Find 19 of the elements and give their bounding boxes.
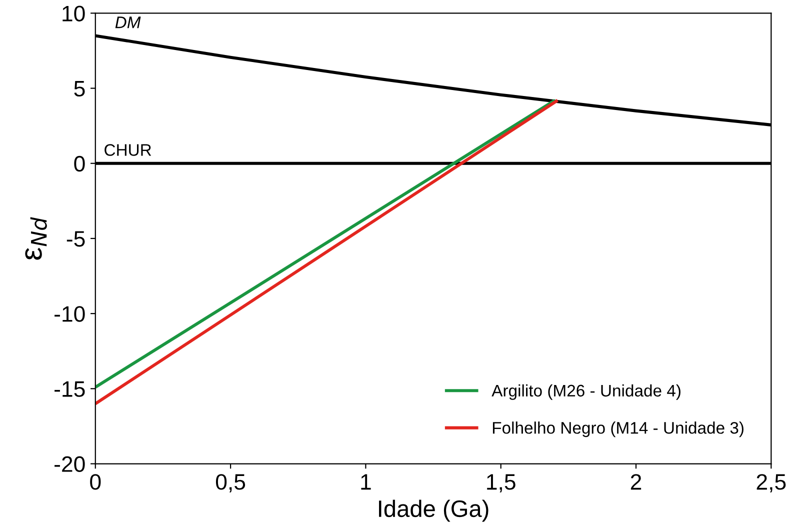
x-axis-title: Idade (Ga) xyxy=(379,500,488,522)
y-tick-label: -15 xyxy=(54,381,85,397)
y-tick-label: 5 xyxy=(74,81,85,97)
y-tick-label: -20 xyxy=(54,456,85,472)
y-tick-label: 10 xyxy=(62,6,85,22)
legend-label: Folhelho Negro (M14 - Unidade 3) xyxy=(492,422,744,438)
annotation: CHUR xyxy=(104,144,152,156)
y-axis-title: ε$_{Nd}$ xyxy=(25,217,47,260)
x-tick-label: 1,5 xyxy=(487,474,516,492)
x-tick-label: 2 xyxy=(630,474,642,490)
x-tick-label: 0 xyxy=(90,474,101,490)
x-tick-label: 1 xyxy=(361,474,371,490)
annotation: DM xyxy=(115,16,141,28)
y-tick-label: 0 xyxy=(74,156,85,172)
x-tick-label: 2,5 xyxy=(756,474,786,492)
x-tick-label: 0,5 xyxy=(216,474,246,492)
y-tick-label: -10 xyxy=(54,306,85,322)
legend-label: Argilito (M26 - Unidade 4) xyxy=(492,384,680,400)
y-tick-label: -5 xyxy=(66,231,85,247)
